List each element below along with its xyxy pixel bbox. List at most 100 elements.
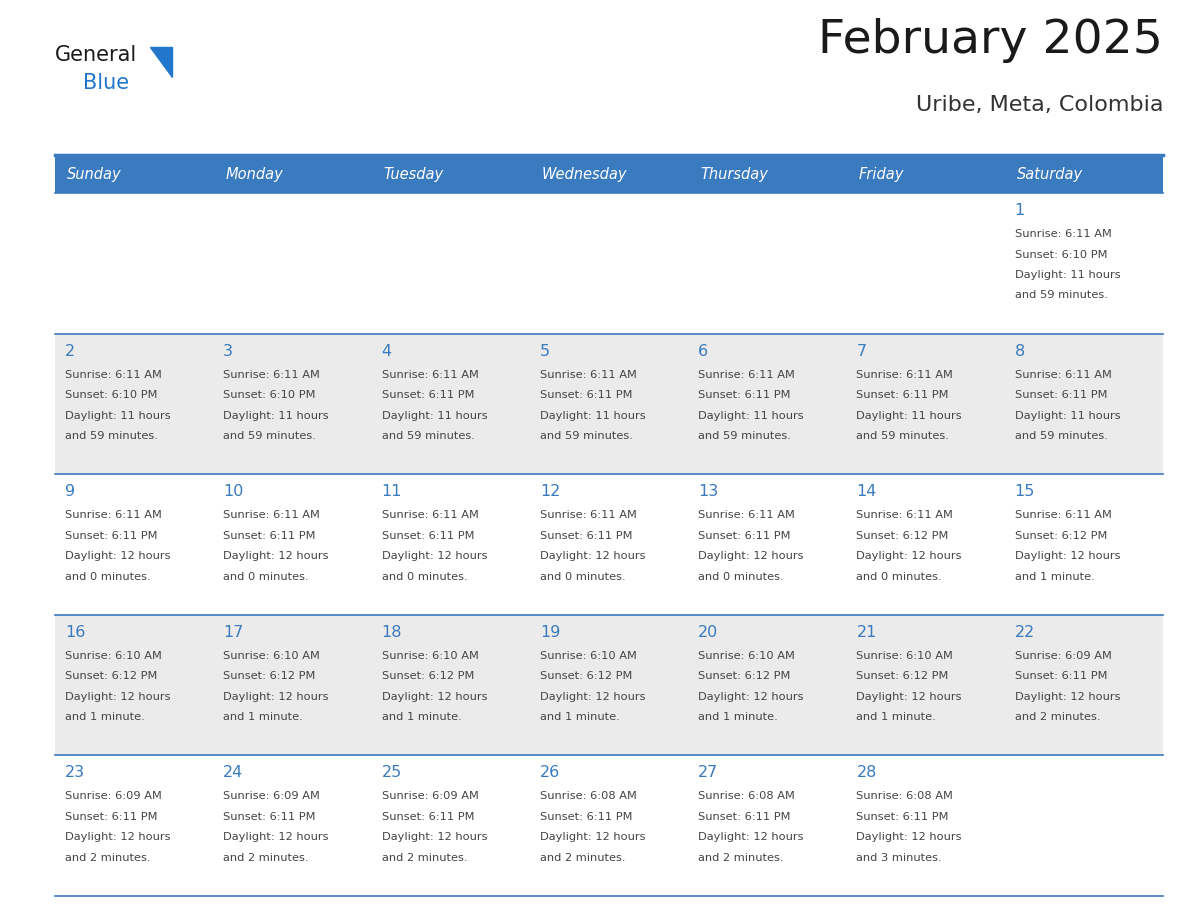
Text: Blue: Blue	[83, 73, 129, 93]
Text: Sunset: 6:11 PM: Sunset: 6:11 PM	[223, 531, 316, 541]
Text: Daylight: 12 hours: Daylight: 12 hours	[1015, 551, 1120, 561]
Text: 27: 27	[699, 766, 719, 780]
Text: 13: 13	[699, 484, 719, 499]
Text: Daylight: 12 hours: Daylight: 12 hours	[857, 833, 962, 843]
Text: and 0 minutes.: and 0 minutes.	[857, 572, 942, 582]
Text: and 59 minutes.: and 59 minutes.	[223, 431, 316, 442]
Text: Daylight: 12 hours: Daylight: 12 hours	[539, 692, 645, 701]
Text: and 1 minute.: and 1 minute.	[65, 712, 145, 722]
Text: and 0 minutes.: and 0 minutes.	[223, 572, 309, 582]
Text: Sunset: 6:11 PM: Sunset: 6:11 PM	[857, 812, 949, 822]
Text: 14: 14	[857, 484, 877, 499]
Text: Wednesday: Wednesday	[542, 166, 627, 182]
Text: 6: 6	[699, 343, 708, 359]
Text: Sunrise: 6:11 AM: Sunrise: 6:11 AM	[223, 510, 320, 521]
Text: and 2 minutes.: and 2 minutes.	[699, 853, 784, 863]
Text: Sunrise: 6:09 AM: Sunrise: 6:09 AM	[223, 791, 320, 801]
Text: 23: 23	[65, 766, 86, 780]
Text: Sunset: 6:12 PM: Sunset: 6:12 PM	[1015, 531, 1107, 541]
Text: Sunset: 6:11 PM: Sunset: 6:11 PM	[381, 390, 474, 400]
Text: Daylight: 11 hours: Daylight: 11 hours	[1015, 270, 1120, 280]
Bar	[55, 193, 1163, 333]
Text: 28: 28	[857, 766, 877, 780]
Text: Sunset: 6:11 PM: Sunset: 6:11 PM	[539, 531, 632, 541]
Text: Sunrise: 6:11 AM: Sunrise: 6:11 AM	[539, 370, 637, 380]
Text: 5: 5	[539, 343, 550, 359]
Text: Daylight: 12 hours: Daylight: 12 hours	[857, 692, 962, 701]
Text: and 1 minute.: and 1 minute.	[857, 712, 936, 722]
Text: Daylight: 12 hours: Daylight: 12 hours	[65, 833, 171, 843]
Text: and 1 minute.: and 1 minute.	[381, 712, 461, 722]
Text: Sunrise: 6:11 AM: Sunrise: 6:11 AM	[699, 370, 795, 380]
Text: and 1 minute.: and 1 minute.	[1015, 572, 1094, 582]
Text: 21: 21	[857, 625, 877, 640]
Text: Daylight: 11 hours: Daylight: 11 hours	[1015, 410, 1120, 420]
Text: Sunset: 6:12 PM: Sunset: 6:12 PM	[65, 671, 157, 681]
Text: Sunset: 6:12 PM: Sunset: 6:12 PM	[381, 671, 474, 681]
Text: Daylight: 12 hours: Daylight: 12 hours	[699, 833, 803, 843]
Text: Daylight: 11 hours: Daylight: 11 hours	[65, 410, 171, 420]
Text: Sunset: 6:10 PM: Sunset: 6:10 PM	[223, 390, 316, 400]
Text: Daylight: 12 hours: Daylight: 12 hours	[381, 551, 487, 561]
Text: Sunrise: 6:11 AM: Sunrise: 6:11 AM	[1015, 370, 1112, 380]
Text: Sunset: 6:12 PM: Sunset: 6:12 PM	[857, 531, 949, 541]
Text: Sunset: 6:11 PM: Sunset: 6:11 PM	[539, 812, 632, 822]
Text: Sunrise: 6:11 AM: Sunrise: 6:11 AM	[1015, 510, 1112, 521]
Text: Daylight: 12 hours: Daylight: 12 hours	[539, 551, 645, 561]
Text: and 2 minutes.: and 2 minutes.	[1015, 712, 1100, 722]
Text: Sunrise: 6:10 AM: Sunrise: 6:10 AM	[65, 651, 162, 661]
Text: and 59 minutes.: and 59 minutes.	[1015, 290, 1107, 300]
Text: Sunset: 6:11 PM: Sunset: 6:11 PM	[699, 812, 791, 822]
Text: Sunset: 6:11 PM: Sunset: 6:11 PM	[699, 531, 791, 541]
Text: Daylight: 12 hours: Daylight: 12 hours	[223, 692, 329, 701]
Text: February 2025: February 2025	[819, 18, 1163, 63]
Text: Sunrise: 6:11 AM: Sunrise: 6:11 AM	[381, 510, 479, 521]
Text: Sunrise: 6:09 AM: Sunrise: 6:09 AM	[1015, 651, 1112, 661]
Text: Daylight: 12 hours: Daylight: 12 hours	[539, 833, 645, 843]
Text: Daylight: 12 hours: Daylight: 12 hours	[699, 551, 803, 561]
Bar	[55, 155, 1163, 193]
Text: Sunset: 6:12 PM: Sunset: 6:12 PM	[223, 671, 316, 681]
Text: Daylight: 12 hours: Daylight: 12 hours	[65, 551, 171, 561]
Text: Sunrise: 6:11 AM: Sunrise: 6:11 AM	[857, 510, 953, 521]
Text: Sunrise: 6:10 AM: Sunrise: 6:10 AM	[539, 651, 637, 661]
Text: Sunset: 6:12 PM: Sunset: 6:12 PM	[699, 671, 790, 681]
Text: Sunset: 6:11 PM: Sunset: 6:11 PM	[223, 812, 316, 822]
Text: Monday: Monday	[226, 166, 283, 182]
Text: and 1 minute.: and 1 minute.	[699, 712, 778, 722]
Text: Sunrise: 6:08 AM: Sunrise: 6:08 AM	[539, 791, 637, 801]
Text: and 2 minutes.: and 2 minutes.	[539, 853, 625, 863]
Polygon shape	[150, 47, 172, 77]
Bar	[55, 475, 1163, 615]
Text: Daylight: 12 hours: Daylight: 12 hours	[381, 833, 487, 843]
Text: Tuesday: Tuesday	[384, 166, 443, 182]
Text: Sunrise: 6:10 AM: Sunrise: 6:10 AM	[857, 651, 953, 661]
Text: and 0 minutes.: and 0 minutes.	[65, 572, 151, 582]
Text: 7: 7	[857, 343, 866, 359]
Text: Daylight: 12 hours: Daylight: 12 hours	[223, 551, 329, 561]
Text: Sunday: Sunday	[67, 166, 121, 182]
Text: and 2 minutes.: and 2 minutes.	[381, 853, 467, 863]
Text: 12: 12	[539, 484, 561, 499]
Text: Daylight: 11 hours: Daylight: 11 hours	[699, 410, 804, 420]
Text: Sunset: 6:11 PM: Sunset: 6:11 PM	[1015, 671, 1107, 681]
Text: Friday: Friday	[859, 166, 904, 182]
Text: Sunset: 6:11 PM: Sunset: 6:11 PM	[381, 812, 474, 822]
Text: Daylight: 11 hours: Daylight: 11 hours	[539, 410, 645, 420]
Text: Sunrise: 6:10 AM: Sunrise: 6:10 AM	[223, 651, 320, 661]
Text: Uribe, Meta, Colombia: Uribe, Meta, Colombia	[916, 95, 1163, 115]
Text: 22: 22	[1015, 625, 1035, 640]
Text: and 0 minutes.: and 0 minutes.	[699, 572, 784, 582]
Text: and 59 minutes.: and 59 minutes.	[699, 431, 791, 442]
Text: and 0 minutes.: and 0 minutes.	[381, 572, 467, 582]
Text: Sunrise: 6:11 AM: Sunrise: 6:11 AM	[65, 370, 162, 380]
Text: General: General	[55, 45, 138, 65]
Text: Daylight: 12 hours: Daylight: 12 hours	[223, 833, 329, 843]
Text: 10: 10	[223, 484, 244, 499]
Text: and 59 minutes.: and 59 minutes.	[539, 431, 633, 442]
Text: and 1 minute.: and 1 minute.	[223, 712, 303, 722]
Bar	[55, 333, 1163, 475]
Text: Sunset: 6:11 PM: Sunset: 6:11 PM	[381, 531, 474, 541]
Text: Sunset: 6:11 PM: Sunset: 6:11 PM	[857, 390, 949, 400]
Text: 11: 11	[381, 484, 402, 499]
